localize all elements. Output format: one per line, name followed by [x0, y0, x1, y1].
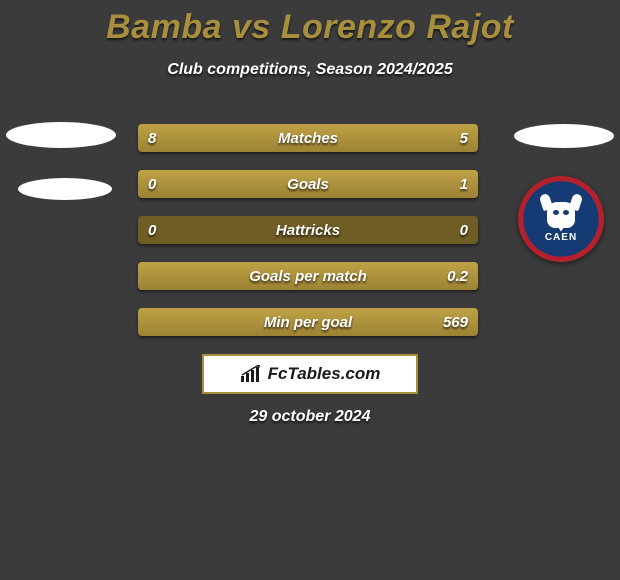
- right-player-placeholder: [514, 124, 614, 148]
- brand-text: FcTables.com: [268, 364, 381, 384]
- brand-box: FcTables.com: [202, 354, 418, 394]
- stat-label: Matches: [138, 124, 478, 152]
- stat-label: Hattricks: [138, 216, 478, 244]
- subtitle: Club competitions, Season 2024/2025: [0, 61, 620, 79]
- club-crest: CAEN: [518, 176, 604, 262]
- comparison-chart: 85Matches 01Goals 00Hattricks 0.2Goals per …: [138, 124, 478, 354]
- ellipse-shape: [18, 178, 112, 200]
- crest-icon: [539, 196, 583, 234]
- stat-row: 569Min per goal: [138, 308, 478, 336]
- stat-label: Min per goal: [138, 308, 478, 336]
- stat-row: 0.2Goals per match: [138, 262, 478, 290]
- left-player-placeholder: [6, 122, 116, 200]
- page-title: Bamba vs Lorenzo Rajot: [0, 0, 620, 47]
- ellipse-shape: [514, 124, 614, 148]
- stat-label: Goals per match: [138, 262, 478, 290]
- stat-row: 85Matches: [138, 124, 478, 152]
- date-label: 29 october 2024: [0, 408, 620, 426]
- stat-row: 01Goals: [138, 170, 478, 198]
- chart-icon: [240, 365, 262, 383]
- stat-row: 00Hattricks: [138, 216, 478, 244]
- ellipse-shape: [6, 122, 116, 148]
- stat-label: Goals: [138, 170, 478, 198]
